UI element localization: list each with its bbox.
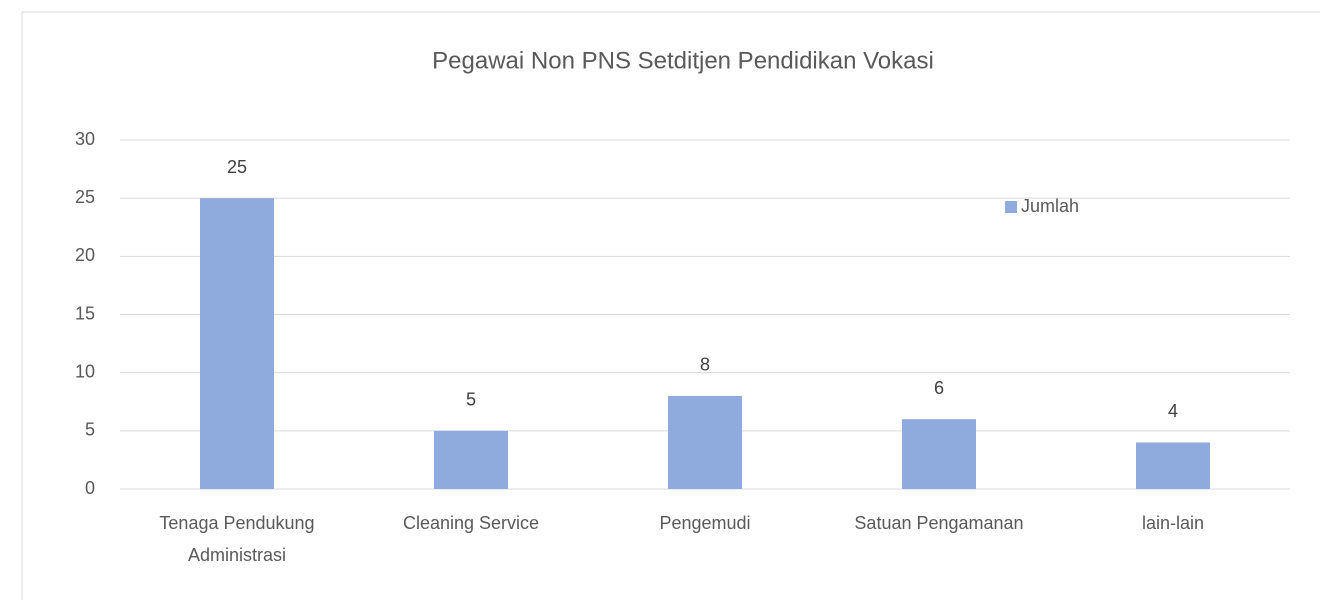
data-label: 4 bbox=[1168, 401, 1178, 421]
legend-label: Jumlah bbox=[1021, 196, 1079, 216]
data-label: 6 bbox=[934, 378, 944, 398]
y-tick-label: 0 bbox=[85, 478, 95, 498]
chart-title: Pegawai Non PNS Setditjen Pendidikan Vok… bbox=[432, 47, 934, 74]
x-tick-label: Cleaning Service bbox=[402, 513, 540, 533]
data-label: 25 bbox=[227, 157, 247, 177]
bar bbox=[902, 419, 976, 489]
x-tick-label: Pengemudi bbox=[659, 513, 751, 533]
y-tick-label: 10 bbox=[75, 361, 95, 381]
bar bbox=[434, 430, 508, 489]
y-tick-label: 25 bbox=[75, 187, 95, 207]
y-tick-label: 5 bbox=[85, 420, 95, 440]
x-tick-label: Tenaga Pendukung Administrasi bbox=[159, 513, 315, 565]
data-label: 5 bbox=[466, 390, 476, 410]
x-tick-label: lain-lain bbox=[1141, 513, 1205, 533]
y-tick-label: 15 bbox=[75, 303, 95, 323]
legend-swatch bbox=[1005, 201, 1017, 213]
bar bbox=[200, 198, 274, 489]
bar bbox=[668, 395, 742, 489]
data-label: 8 bbox=[700, 355, 710, 375]
bar bbox=[1136, 442, 1210, 489]
y-tick-label: 20 bbox=[75, 245, 95, 265]
y-tick-label: 30 bbox=[75, 129, 95, 149]
x-tick-label: Satuan Pengamanan bbox=[854, 513, 1024, 533]
